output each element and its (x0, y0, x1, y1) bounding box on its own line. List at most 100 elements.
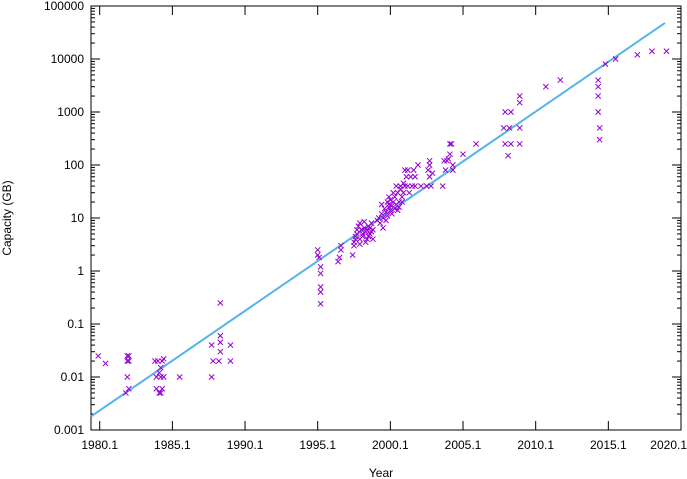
data-point (383, 217, 389, 224)
data-point (157, 364, 164, 371)
data-point (125, 352, 132, 359)
data-point (407, 173, 414, 180)
data-point (356, 241, 363, 248)
data-point (159, 385, 166, 392)
data-point (208, 342, 215, 349)
data-point (516, 99, 523, 106)
data-point (124, 352, 131, 359)
data-point (404, 183, 411, 190)
data-point (217, 348, 224, 355)
y-tick-label: 1000 (57, 105, 84, 119)
x-tick-label: 2010.1 (517, 438, 554, 452)
x-tick-label: 1980.1 (81, 438, 118, 452)
data-point (388, 210, 395, 217)
data-point (122, 390, 129, 396)
x-tick-label: 2015.1 (590, 438, 627, 452)
data-point (317, 289, 324, 296)
data-point (446, 151, 453, 158)
data-point (337, 246, 344, 253)
data-point (387, 207, 394, 214)
data-point (336, 254, 343, 261)
data-point (473, 140, 480, 147)
data-point (361, 218, 368, 225)
data-point (361, 224, 368, 231)
data-point (410, 167, 417, 174)
data-point (378, 210, 385, 217)
data-point (335, 258, 341, 265)
data-point (367, 224, 373, 231)
y-tick-label: 1 (77, 264, 84, 278)
x-tick-label: 1985.1 (154, 438, 191, 452)
y-tick-label: 100000 (44, 0, 84, 13)
data-point (160, 355, 167, 362)
data-point (542, 83, 549, 90)
data-point (426, 162, 433, 168)
data-point (449, 167, 456, 174)
data-point (445, 156, 452, 162)
data-point (349, 252, 356, 258)
data-point (95, 352, 102, 359)
y-tick-label: 0.01 (61, 370, 85, 384)
x-axis: 1980.1 1985.1 1990.1 1995.1 2000.1 2005.1 2010… (81, 6, 687, 452)
data-point (356, 220, 363, 227)
data-point (369, 226, 376, 233)
data-point (648, 48, 655, 55)
data-point (378, 201, 385, 208)
y-tick-label: 10 (71, 211, 85, 225)
data-point (663, 48, 670, 55)
data-point (210, 358, 217, 364)
data-point (156, 390, 163, 396)
data-point (359, 233, 366, 240)
data-point (595, 93, 602, 99)
data-point (215, 358, 222, 364)
data-point (316, 254, 323, 261)
data-point (125, 385, 132, 392)
data-point (157, 390, 164, 396)
data-point (429, 170, 436, 177)
data-point (401, 167, 408, 174)
data-point (516, 140, 523, 147)
data-point (460, 151, 466, 158)
data-point (176, 374, 183, 380)
data-point (153, 374, 160, 380)
data-point (516, 125, 523, 131)
data-point (516, 93, 523, 99)
data-point (364, 226, 371, 233)
data-point (317, 300, 324, 307)
data-point (439, 183, 446, 190)
data-point (595, 83, 602, 90)
data-point (425, 167, 432, 174)
data-point (502, 109, 509, 115)
data-point (391, 205, 398, 212)
plot-frame (90, 5, 682, 431)
data-point (385, 201, 392, 208)
data-point (506, 125, 513, 131)
data-point (595, 109, 602, 115)
data-point (390, 189, 397, 196)
data-point (375, 215, 382, 221)
data-point (393, 183, 400, 190)
data-point (596, 136, 603, 143)
data-point (442, 167, 449, 174)
data-point (391, 193, 398, 200)
data-point (502, 140, 509, 147)
data-point (403, 173, 410, 180)
x-tick-label: 1995.1 (299, 438, 336, 452)
x-axis-label: Year (369, 466, 393, 479)
data-point (125, 358, 132, 364)
data-point (426, 157, 433, 164)
data-point (337, 242, 344, 249)
data-point (596, 125, 603, 131)
data-point (412, 173, 419, 180)
x-tick-label: 1990.1 (227, 438, 264, 452)
data-point (399, 199, 405, 205)
x-tick-label: 2000.1 (372, 438, 409, 452)
data-point (353, 226, 360, 233)
data-point (369, 236, 376, 243)
y-axis: 0.001 0.01 0.1 1 10 100 1000 10000 100000 (44, 0, 681, 437)
data-point (124, 374, 131, 380)
data-point (154, 358, 161, 364)
data-point (404, 167, 411, 174)
data-point (102, 360, 109, 367)
